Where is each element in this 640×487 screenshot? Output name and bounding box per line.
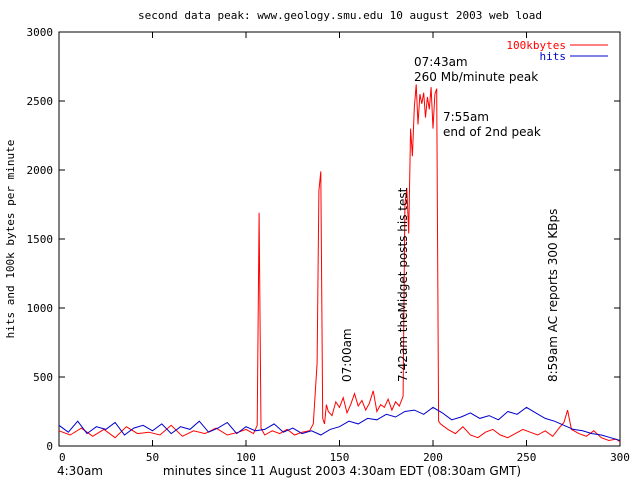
series-line-100kbytes	[58, 84, 621, 443]
x-tick-label: 50	[146, 451, 159, 464]
annotation-label: end of 2nd peak	[443, 125, 541, 139]
y-tick-label: 1000	[27, 302, 54, 315]
x-axis-label: minutes since 11 August 2003 4:30am EDT …	[163, 464, 521, 478]
x-axis-sublabel: 4:30am	[57, 464, 103, 478]
annotation-label: 8:59am AC reports 300 KBps	[546, 209, 560, 382]
y-axis: 0 500 1000 1500 2000 2500 3000	[27, 26, 620, 453]
y-tick-label: 2500	[27, 95, 54, 108]
y-tick-label: 500	[33, 371, 53, 384]
y-tick-label: 2000	[27, 164, 54, 177]
annotations: 07:00am 7:42am theMidget posts his test 07…	[340, 55, 560, 382]
x-tick-label: 250	[517, 451, 537, 464]
legend-label-100kbytes: 100kbytes	[506, 39, 566, 52]
annotation-label: 07:00am	[340, 328, 354, 382]
x-tick-label: 100	[236, 451, 256, 464]
y-tick-label: 3000	[27, 26, 54, 39]
x-tick-label: 300	[610, 451, 630, 464]
chart-title: second data peak: www.geology.smu.edu 10…	[138, 9, 542, 22]
annotation-label: 07:43am	[414, 55, 468, 69]
series-line-hits	[58, 406, 621, 441]
y-tick-label: 1500	[27, 233, 54, 246]
annotation-label: 260 Mb/minute peak	[414, 70, 538, 84]
y-axis-label: hits and 100k bytes per minute	[4, 140, 17, 339]
annotation-label: 7:55am	[443, 110, 489, 124]
x-tick-label: 150	[330, 451, 350, 464]
y-tick-label: 0	[46, 440, 53, 453]
x-axis: 0 50 100 150 200 250 300	[58, 32, 630, 464]
legend-label-hits: hits	[540, 50, 567, 63]
x-tick-label: 200	[423, 451, 443, 464]
plot-frame	[58, 31, 621, 447]
annotation-label: 7:42am theMidget posts his test	[396, 187, 410, 382]
series-layer	[58, 84, 621, 443]
x-tick-label: 0	[59, 451, 66, 464]
